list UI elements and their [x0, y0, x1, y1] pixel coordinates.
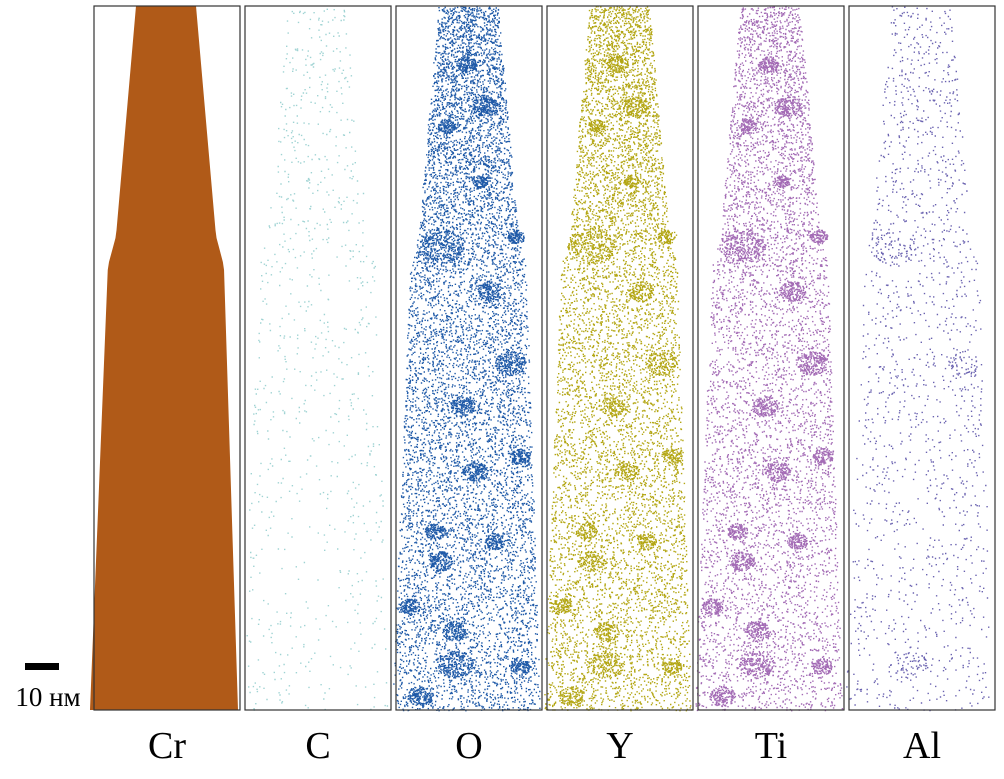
element-label: C: [305, 725, 330, 767]
element-map: O: [393, 5, 543, 767]
element-map: Y: [544, 5, 694, 767]
panel-frame: [546, 5, 694, 711]
specimen-volume: [90, 6, 238, 710]
element-map: Al: [846, 5, 996, 767]
element-map: Ti: [695, 5, 845, 767]
panel-frame: [395, 5, 543, 711]
panel-frame: [244, 5, 392, 711]
panel-frame: [848, 5, 996, 711]
panel-frame: [93, 5, 241, 711]
scale-bar: [25, 663, 59, 670]
atom-points: [246, 8, 389, 711]
element-map: Cr: [90, 5, 241, 767]
atom-points: [393, 6, 541, 712]
panel-frame: [697, 5, 845, 711]
element-label: Cr: [148, 725, 186, 767]
atom-points: [846, 6, 990, 712]
scale-bar-label: 10 нм: [15, 682, 80, 712]
element-label: Al: [903, 725, 941, 767]
atom-points: [695, 6, 844, 712]
element-label: Y: [606, 725, 633, 767]
element-map: C: [244, 5, 392, 767]
atom-points: [544, 6, 693, 712]
element-label: Ti: [755, 725, 787, 767]
element-label: O: [455, 725, 482, 767]
